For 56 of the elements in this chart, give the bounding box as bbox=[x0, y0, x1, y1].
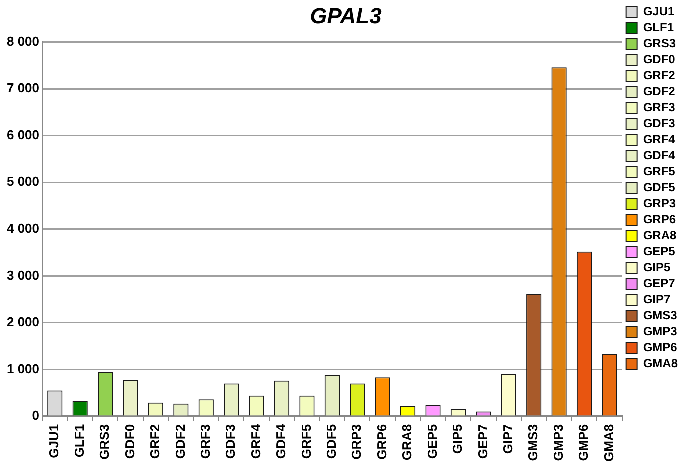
x-tick-label: GIP5 bbox=[450, 424, 466, 454]
legend-label: GMP3 bbox=[643, 324, 678, 338]
legend-label: GRF3 bbox=[643, 100, 676, 114]
legend-label: GMA8 bbox=[643, 356, 678, 370]
x-tick-label: GMP6 bbox=[576, 424, 592, 462]
x-tick-label: GRF2 bbox=[148, 424, 163, 460]
x-tick-label: GDF3 bbox=[223, 424, 238, 460]
x-tick-label: GMS3 bbox=[526, 424, 541, 462]
legend-label: GRF5 bbox=[643, 164, 676, 178]
y-tick-label: 0 bbox=[32, 408, 40, 424]
legend-label: GEP7 bbox=[643, 276, 676, 290]
y-tick-label: 6 000 bbox=[6, 127, 40, 142]
legend-label: GRF4 bbox=[643, 132, 676, 146]
y-tick-label: 8 000 bbox=[6, 34, 40, 49]
legend-label: GDF4 bbox=[643, 148, 676, 162]
x-tick-label: GLF1 bbox=[72, 424, 87, 458]
legend-label: GDF5 bbox=[643, 180, 676, 194]
x-tick-label: GJU1 bbox=[46, 424, 62, 458]
x-tick-label: GMA8 bbox=[601, 424, 616, 462]
y-tick-label: 5 000 bbox=[6, 174, 40, 190]
legend-label: GMP6 bbox=[643, 340, 678, 354]
y-tick-label: 2 000 bbox=[6, 314, 40, 330]
legend-label: GLF1 bbox=[643, 20, 674, 34]
y-tick-label: 1 000 bbox=[6, 361, 40, 376]
legend-label: GJU1 bbox=[643, 4, 676, 18]
legend-label: GDF0 bbox=[643, 52, 676, 66]
x-tick-label: GIP7 bbox=[500, 424, 516, 454]
legend-label: GIP7 bbox=[643, 292, 671, 306]
legend-label: GIP5 bbox=[643, 260, 671, 274]
x-tick-label: GDF0 bbox=[122, 424, 138, 460]
x-tick-label: GDF5 bbox=[324, 424, 340, 460]
legend-label: GDF3 bbox=[643, 116, 676, 130]
legend-label: GRA8 bbox=[643, 228, 677, 242]
legend-label: GRP3 bbox=[643, 196, 676, 210]
chart-title: GPAL3 bbox=[310, 3, 382, 28]
x-tick-label: GDF2 bbox=[172, 424, 188, 460]
x-tick-label: GRF3 bbox=[198, 424, 213, 460]
y-tick-label: 3 000 bbox=[6, 268, 40, 283]
x-tick-label: GRF4 bbox=[248, 424, 264, 460]
legend-label: GMS3 bbox=[643, 308, 678, 322]
x-tick-label: GDF4 bbox=[274, 424, 289, 460]
x-tick-label: GRP6 bbox=[374, 424, 390, 460]
legend-label: GDF2 bbox=[643, 84, 676, 98]
x-tick-label: GRP3 bbox=[349, 424, 364, 460]
x-tick-label: GEP5 bbox=[424, 424, 440, 460]
legend-label: GRS3 bbox=[643, 36, 676, 50]
x-tick-label: GRS3 bbox=[97, 424, 112, 460]
legend-label: GRF2 bbox=[643, 68, 676, 82]
x-tick-label: GRF5 bbox=[298, 424, 314, 460]
x-tick-label: GRA8 bbox=[400, 424, 415, 461]
legend-label: GEP5 bbox=[643, 244, 676, 258]
legend-label: GRP6 bbox=[643, 212, 676, 226]
y-tick-label: 4 000 bbox=[6, 221, 40, 236]
x-tick-label: GMP3 bbox=[550, 424, 566, 462]
y-tick-label: 7 000 bbox=[6, 80, 40, 96]
x-tick-label: GEP7 bbox=[475, 424, 490, 460]
